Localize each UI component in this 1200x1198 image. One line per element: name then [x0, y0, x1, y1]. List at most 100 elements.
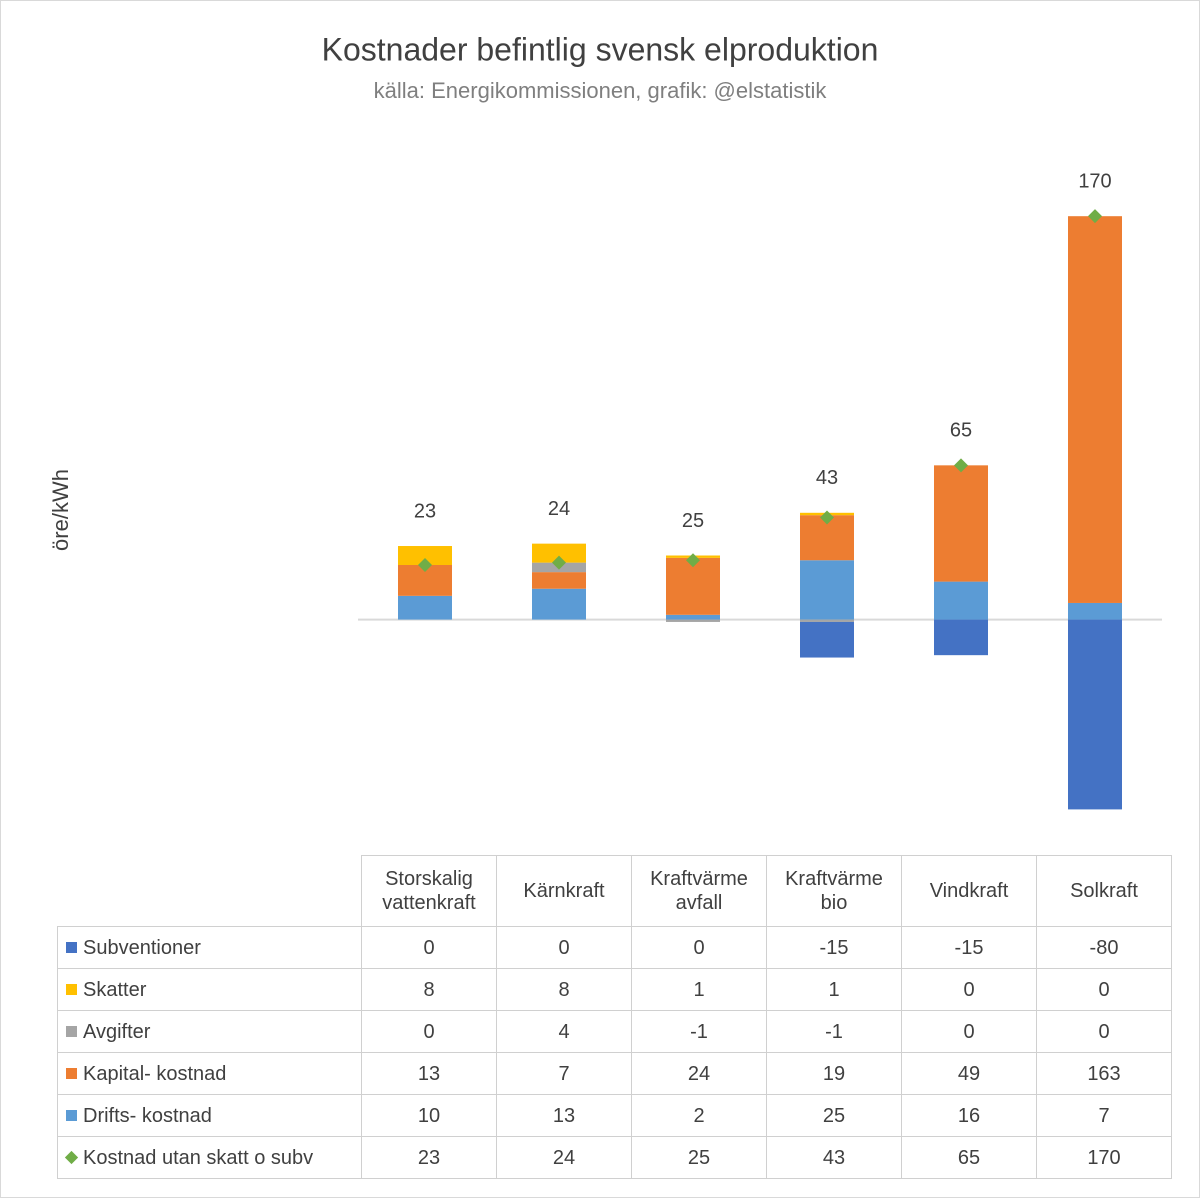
- table-value: 0: [901, 1010, 1037, 1053]
- table-row: Avgifter 0 4 -1 -1 0 0: [57, 1010, 1172, 1053]
- table-value: 7: [1036, 1094, 1172, 1137]
- bar-segment: [666, 557, 720, 615]
- table-row: Drifts- kostnad 10 13 2 25 16 7: [57, 1094, 1172, 1137]
- bar-segment: [398, 595, 452, 620]
- table-value: 24: [631, 1052, 767, 1095]
- category-label: Kärnkraft: [496, 855, 632, 927]
- table-value: -80: [1036, 926, 1172, 969]
- legend-label: Subventioner: [83, 936, 201, 959]
- table-value: 65: [901, 1136, 1037, 1179]
- table-value: 0: [1036, 1010, 1172, 1053]
- table-value: -15: [901, 926, 1037, 969]
- table-value: 0: [1036, 968, 1172, 1011]
- table-corner: [58, 856, 362, 927]
- legend-label: Skatter: [83, 978, 147, 1001]
- y-axis-label: öre/kWh: [48, 469, 73, 551]
- table-value: 19: [766, 1052, 902, 1095]
- table-value: 25: [766, 1094, 902, 1137]
- table-value: -1: [766, 1010, 902, 1053]
- marker: [418, 558, 432, 572]
- chart-subtitle: källa: Energikommissionen, grafik: @elst…: [374, 78, 828, 103]
- category-label: Solkraft: [1036, 855, 1172, 927]
- legend-swatch: [64, 1150, 79, 1164]
- table-value: 170: [1036, 1136, 1172, 1179]
- bar-segment: [532, 543, 586, 563]
- legend-label: Drifts- kostnad: [83, 1104, 212, 1127]
- category-label: Kraftvärme bio: [766, 855, 902, 927]
- legend-entry: Subventioner: [57, 926, 362, 969]
- legend-label: Kapital- kostnad: [83, 1062, 227, 1085]
- legend-entry: Drifts- kostnad: [57, 1094, 362, 1137]
- table-row: Kapital- kostnad 13 7 24 19 49 163: [57, 1052, 1172, 1095]
- table-row: Skatter 8 8 1 1 0 0: [57, 968, 1172, 1011]
- table-value: 0: [496, 926, 632, 969]
- bar-segment: [1068, 216, 1122, 603]
- bar-segment: [800, 619, 854, 622]
- table-value: 163: [1036, 1052, 1172, 1095]
- table-value: 13: [361, 1052, 497, 1095]
- table-value: 43: [766, 1136, 902, 1179]
- data-label: 170: [1078, 170, 1111, 192]
- bar-segment: [800, 621, 854, 658]
- table-value: 0: [901, 968, 1037, 1011]
- table-value: 8: [496, 968, 632, 1011]
- bar-segment: [532, 572, 586, 589]
- data-label: 43: [816, 467, 838, 489]
- table-value: 24: [496, 1136, 632, 1179]
- legend-swatch: [66, 1067, 77, 1079]
- table-value: 13: [496, 1094, 632, 1137]
- table-row: Kostnad utan skatt o subv 23 24 25 43 65 170: [57, 1136, 1172, 1179]
- table-value: 2: [631, 1094, 767, 1137]
- chart-title: Kostnader befintlig svensk elproduktion: [322, 31, 879, 67]
- legend-swatch: [66, 941, 77, 953]
- table-value: 49: [901, 1052, 1037, 1095]
- legend-entry: Avgifter: [57, 1010, 362, 1053]
- legend-entry: Skatter: [57, 968, 362, 1011]
- table-header-row: Storskalig vattenkraft Kärnkraft Kraftvärm…: [58, 855, 1172, 927]
- chart: Kostnader befintlig svensk elproduktion …: [48, 31, 1162, 810]
- marker: [954, 458, 968, 473]
- data-label: 23: [414, 500, 436, 522]
- table-value: 23: [361, 1136, 497, 1179]
- legend-entry: Kapital- kostnad: [57, 1052, 362, 1095]
- marker: [686, 553, 700, 568]
- bar-segment: [934, 581, 988, 620]
- marker: [552, 555, 566, 570]
- bar-segment: [1068, 602, 1122, 620]
- marker: [820, 510, 834, 525]
- table-value: 1: [766, 968, 902, 1011]
- category-label: Kraftvärme avfall: [631, 855, 767, 927]
- table-value: 16: [901, 1094, 1037, 1137]
- legend-swatch: [66, 983, 77, 995]
- bar-segment: [934, 619, 988, 656]
- marker: [1088, 209, 1102, 224]
- bar-segment: [666, 619, 720, 622]
- bar-segment: [532, 588, 586, 620]
- table-value: 0: [631, 926, 767, 969]
- table-value: 8: [361, 968, 497, 1011]
- bar-segment: [934, 465, 988, 582]
- table-value: 10: [361, 1094, 497, 1137]
- table-value: 25: [631, 1136, 767, 1179]
- data-label: 25: [682, 510, 704, 532]
- bar-segment: [800, 560, 854, 620]
- table-value: -15: [766, 926, 902, 969]
- legend-entry: Kostnad utan skatt o subv: [57, 1136, 362, 1179]
- table-value: 0: [361, 926, 497, 969]
- table-value: -1: [631, 1010, 767, 1053]
- table-value: 1: [631, 968, 767, 1011]
- data-label: 24: [548, 498, 570, 520]
- data-label: 65: [950, 420, 972, 442]
- legend-label: Kostnad utan skatt o subv: [83, 1146, 314, 1169]
- category-label: Vindkraft: [901, 855, 1037, 927]
- bar-segment: [666, 614, 720, 620]
- bar-segment: [1068, 619, 1122, 810]
- legend-label: Avgifter: [83, 1020, 151, 1043]
- table-value: 4: [496, 1010, 632, 1053]
- table-row: Subventioner 0 0 0 -15 -15 -80: [57, 926, 1172, 969]
- data-table: Storskalig vattenkraft Kärnkraft Kraftvärm…: [57, 855, 1172, 1179]
- legend-swatch: [66, 1025, 77, 1037]
- table-value: 7: [496, 1052, 632, 1095]
- legend-swatch: [66, 1109, 77, 1121]
